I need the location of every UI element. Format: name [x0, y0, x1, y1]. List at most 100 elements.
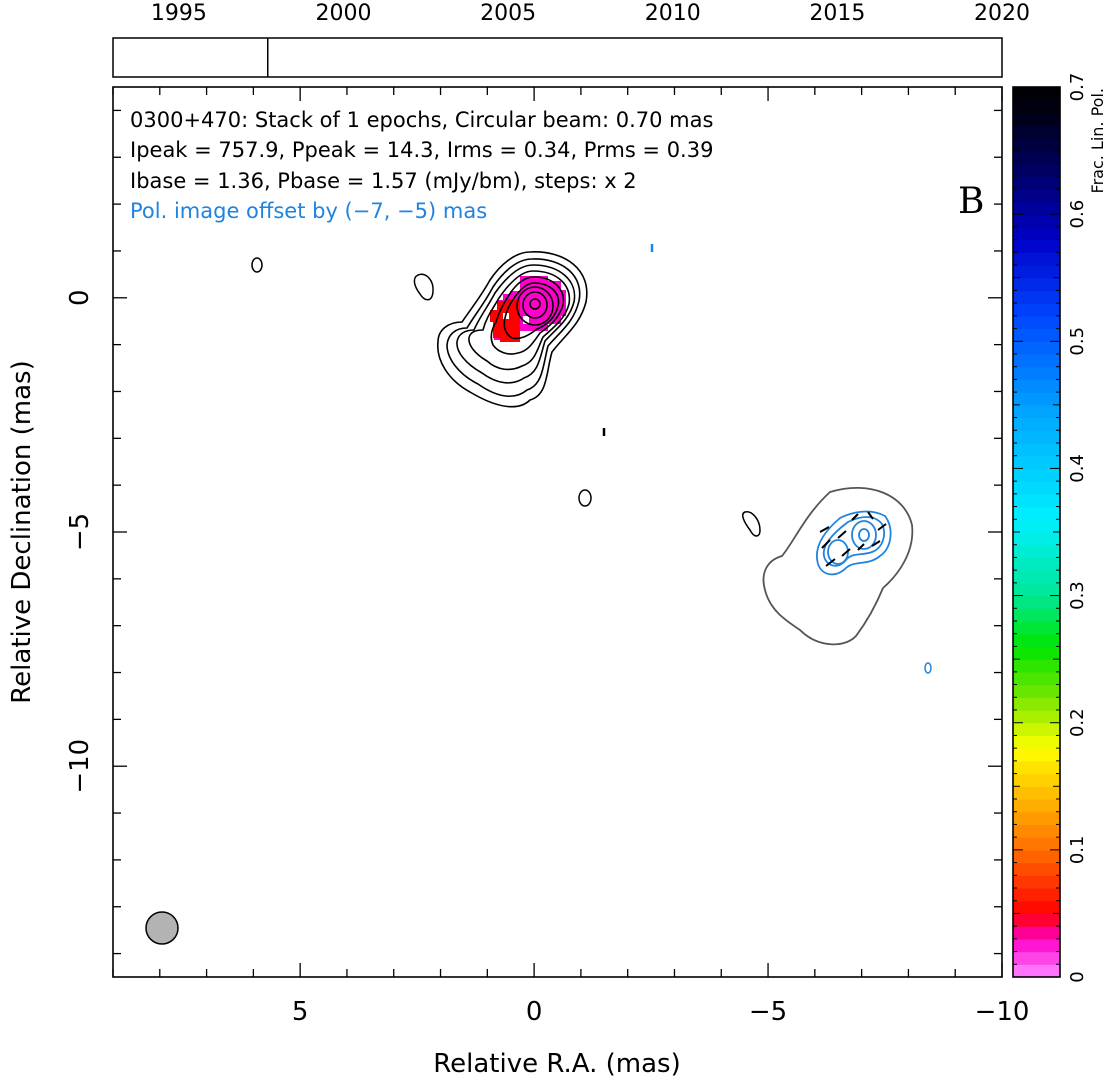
colorbar-band — [1013, 252, 1060, 266]
contour-level-1 — [437, 251, 588, 408]
colorbar-band — [1013, 544, 1060, 559]
contour-level-8 — [522, 291, 548, 319]
colorbar-band — [1013, 366, 1060, 381]
x-tick-label: 0 — [526, 997, 543, 1027]
colorbar-band — [1013, 735, 1060, 749]
timeline-tick-label: 2015 — [809, 1, 865, 26]
info-line-2: Ipeak = 757.9, Ppeak = 14.3, Irms = 0.34… — [130, 138, 713, 162]
x-tick-label: −10 — [975, 997, 1030, 1027]
pol-contour-level-3 — [851, 520, 877, 550]
contour-level-9 — [529, 298, 541, 310]
timeline-tick-label: 2005 — [480, 1, 536, 26]
colorbar-tick-label: 0.1 — [1067, 836, 1088, 865]
contour-level-7 — [516, 286, 554, 326]
colorbar-band — [1013, 188, 1060, 203]
colorbar-band — [1013, 265, 1060, 279]
colorbar-band — [1013, 150, 1060, 164]
y-axis-label: Relative Declination (mas) — [7, 360, 37, 703]
colorbar-band — [1013, 354, 1060, 368]
contour-level-6 — [503, 282, 560, 340]
colorbar-band — [1013, 163, 1060, 177]
colorbar-band — [1013, 900, 1060, 915]
plot-frame — [112, 86, 1003, 978]
colorbar-band — [1013, 799, 1060, 813]
colorbar-tick-label: 0.4 — [1067, 454, 1088, 483]
colorbar-band — [1013, 570, 1060, 584]
colorbar-band — [1013, 112, 1060, 126]
evpa-tick — [821, 539, 831, 549]
x-tick-label: −5 — [749, 997, 787, 1027]
faint-contour-blob — [742, 511, 761, 537]
x-axis-label: Relative R.A. (mas) — [433, 1049, 680, 1079]
panel-letter: B — [958, 181, 984, 222]
colorbar-band — [1013, 824, 1060, 838]
colorbar-band — [1013, 595, 1060, 609]
evpa-tick — [837, 530, 847, 539]
colorbar-band — [1013, 519, 1060, 533]
pol-contour-level-2 — [822, 516, 885, 567]
timeline-tick-label: 2020 — [974, 1, 1030, 26]
colorbar-band — [1013, 837, 1060, 851]
map-panel: 0300+470: Stack of 1 epochs, Circular be… — [7, 86, 1030, 1079]
colorbar-band — [1013, 201, 1060, 215]
colorbar-tick-label: 0.5 — [1067, 327, 1088, 356]
colorbar-band — [1013, 557, 1060, 571]
colorbar-band — [1013, 176, 1060, 190]
contour-level-2 — [446, 258, 581, 397]
colorbar-band — [1013, 659, 1060, 673]
evpa-tick — [867, 511, 874, 520]
info-line-3: Ibase = 1.36, Pbase = 1.57 (mJy/bm), ste… — [130, 169, 637, 193]
y-tick-label: 0 — [65, 290, 95, 307]
colorbar-band — [1013, 417, 1060, 431]
colorbar-band — [1013, 608, 1060, 622]
evpa-tick — [877, 523, 887, 531]
colorbar-band — [1013, 671, 1060, 686]
faint-contour-outer — [762, 487, 914, 646]
colorbar-band — [1013, 303, 1060, 317]
colorbar-bands — [1013, 87, 1060, 978]
contour-level-5 — [490, 276, 565, 355]
contour-level-4 — [468, 270, 571, 371]
pol-contour-level-3b — [827, 539, 849, 565]
colorbar-band — [1013, 315, 1060, 330]
pol-offset-note: Pol. image offset by (−7, −5) mas — [130, 199, 487, 223]
y-tick-label: −5 — [65, 513, 95, 551]
colorbar-band — [1013, 137, 1060, 152]
timeline-frame — [112, 37, 1003, 78]
colorbar-band — [1013, 392, 1060, 406]
colorbar-band — [1013, 277, 1060, 292]
x-tick-labels: 5 0 −5 −10 — [292, 997, 1030, 1027]
info-line-1: 0300+470: Stack of 1 epochs, Circular be… — [130, 108, 713, 132]
colorbar-band — [1013, 239, 1060, 253]
timeline-tick-label: 1995 — [151, 1, 207, 26]
faint-contours — [251, 244, 932, 674]
y-tick-labels: 0 −5 −10 — [65, 290, 95, 794]
colorbar-band — [1013, 481, 1060, 495]
timeline-tick-label: 2010 — [645, 1, 701, 26]
evpa-tick — [825, 558, 836, 567]
colorbar-band — [1013, 773, 1060, 787]
colorbar-band — [1013, 443, 1060, 457]
colorbar-tick-label: 0.7 — [1067, 73, 1088, 102]
colorbar-band — [1013, 633, 1060, 648]
colorbar-band — [1013, 786, 1060, 800]
colorbar-band — [1013, 951, 1060, 965]
colorbar-band — [1013, 646, 1060, 660]
colorbar-band — [1013, 379, 1060, 393]
colorbar-band — [1013, 328, 1060, 342]
colorbar-band — [1013, 722, 1060, 737]
colorbar-label: Frac. Lin. Pol. — [1088, 88, 1107, 193]
colorbar-band — [1013, 493, 1060, 508]
colorbar-band — [1013, 506, 1060, 520]
colorbar-tick-label: 0.2 — [1067, 708, 1088, 737]
axis-ticks — [112, 87, 1003, 977]
evpa-tick — [819, 526, 830, 533]
colorbar-band — [1013, 862, 1060, 876]
colorbar-band — [1013, 468, 1060, 482]
timeline: 1995 2000 2005 2010 2015 2020 — [112, 1, 1030, 78]
beam-ellipse — [145, 911, 179, 945]
pol-contour-level-4 — [858, 528, 870, 542]
colorbar-band — [1013, 621, 1060, 635]
colorbar-band — [1013, 99, 1060, 114]
colorbar-band — [1013, 697, 1060, 711]
